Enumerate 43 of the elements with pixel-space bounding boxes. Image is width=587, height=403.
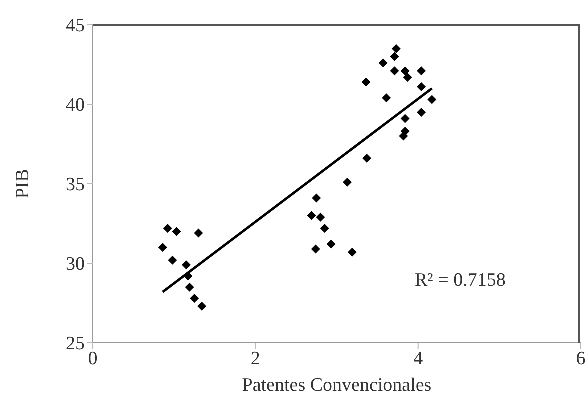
point	[320, 224, 330, 234]
y-axis-title: PIB	[12, 169, 34, 199]
point	[382, 94, 392, 103]
point	[348, 248, 357, 257]
annotation: R² = 0.7158	[415, 270, 506, 292]
y-tick-label: 35	[66, 174, 85, 196]
point	[417, 66, 426, 76]
point	[400, 114, 410, 124]
point	[168, 256, 178, 265]
point	[362, 154, 372, 164]
y-tick-label: 45	[66, 16, 85, 37]
point	[172, 227, 182, 236]
point	[392, 44, 401, 54]
point	[190, 294, 200, 303]
point	[428, 95, 437, 104]
point	[343, 178, 352, 187]
point	[403, 72, 412, 82]
x-axis-title: Patentes Convencionales	[242, 375, 432, 396]
point	[163, 224, 172, 234]
y-tick-label: 40	[66, 95, 85, 116]
x-tick-label: 0	[88, 348, 98, 370]
point	[158, 243, 168, 252]
point	[390, 52, 400, 62]
point	[307, 211, 316, 220]
x-tick-label: 2	[250, 348, 260, 370]
point	[417, 108, 426, 117]
point	[311, 244, 320, 254]
point	[194, 228, 204, 238]
point	[182, 260, 192, 270]
point	[185, 282, 194, 292]
point	[417, 82, 426, 92]
point	[378, 58, 388, 68]
point	[362, 78, 371, 87]
point	[326, 240, 336, 249]
point	[400, 66, 410, 76]
x-tick-label: 6	[576, 348, 586, 370]
point	[312, 194, 322, 203]
point	[316, 212, 326, 222]
point	[390, 66, 400, 76]
x-tick-label: 4	[414, 348, 424, 370]
y-tick-label: 25	[66, 334, 85, 355]
point	[197, 302, 206, 311]
y-tick-label: 30	[66, 254, 85, 276]
